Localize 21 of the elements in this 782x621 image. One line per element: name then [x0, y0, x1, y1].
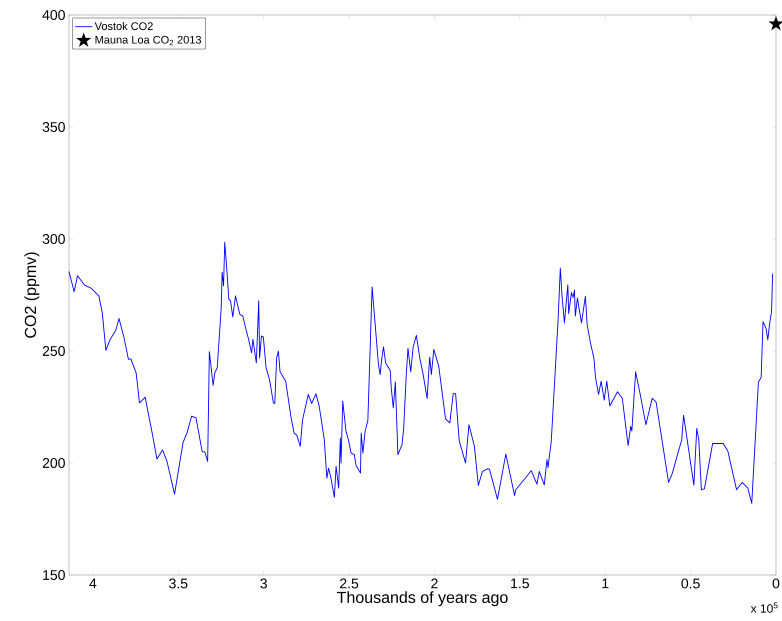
y-tick-label: 250	[42, 346, 65, 356]
x-tick-label: 1.5	[511, 578, 529, 588]
y-axis-title: CO2 (ppmv)	[24, 252, 40, 338]
legend-label: Mauna Loa CO$_{2}$ 2013	[96, 36, 202, 46]
x-tick-label: 3.5	[169, 578, 188, 588]
y-tick-label: 350	[42, 122, 65, 132]
x-tick-label: 2	[431, 578, 438, 588]
x-tick-label: 4	[89, 578, 96, 588]
text: x 10$^{5}$	[750, 602, 778, 613]
y-tick-label: 300	[42, 234, 65, 244]
y-tick-label: 200	[42, 458, 65, 468]
x-tick-label: 3	[260, 578, 267, 588]
x-tick-label: 1	[602, 578, 608, 588]
legend-label: Vostok CO2	[94, 22, 153, 30]
y-tick-label: 150	[43, 570, 65, 580]
y-tick-label: 400	[42, 10, 65, 20]
x-axis-title: Thousands of years ago	[337, 591, 508, 606]
x-tick-label: 0	[772, 578, 780, 588]
x-tick-label: 2.5	[340, 578, 358, 588]
line-series	[68, 242, 774, 504]
x-tick-label: 0.5	[681, 578, 700, 588]
